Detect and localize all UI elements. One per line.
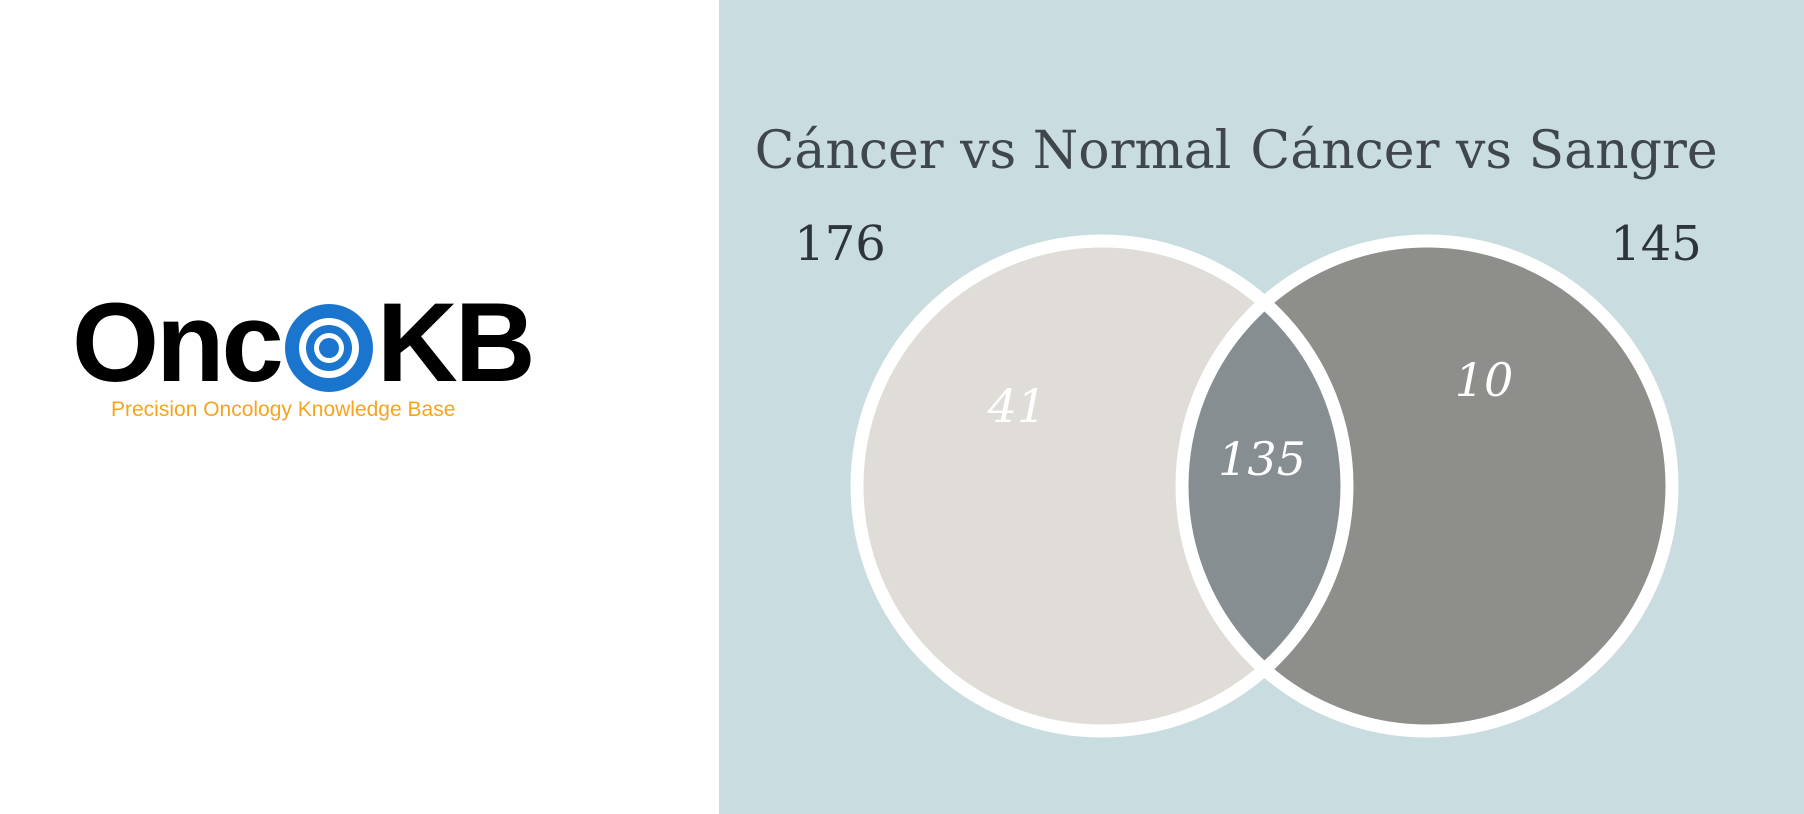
logo-tagline: Precision Oncology Knowledge Base: [111, 398, 456, 421]
venn-outline-left: [850, 234, 1354, 738]
right-set-title: Cáncer vs Sangre: [1250, 121, 1717, 181]
right-set-total: 145: [1610, 216, 1702, 272]
right-only-count: 10: [1455, 353, 1514, 407]
target-icon: [284, 304, 373, 392]
logo-panel: Onc KB Precision Oncology Knowledge Base: [0, 0, 719, 814]
venn-panel: Cáncer vs Normal Cáncer vs Sangre 176 14…: [719, 0, 1804, 814]
intersection-count: 135: [1218, 432, 1306, 486]
venn-diagram: Cáncer vs Normal Cáncer vs Sangre 176 14…: [755, 121, 1718, 738]
oncokb-logo: Onc KB Precision Oncology Knowledge Base: [72, 280, 536, 430]
venn-outline-right: [1175, 234, 1679, 738]
logo-word-left: Onc: [72, 280, 284, 405]
venn-intersection: [1182, 241, 1347, 731]
logo-wordmark: Onc KB: [72, 280, 536, 405]
left-only-count: 41: [987, 379, 1047, 433]
left-set-title: Cáncer vs Normal: [755, 121, 1232, 181]
left-set-total: 176: [794, 216, 886, 272]
logo-word-right: KB: [376, 280, 536, 405]
